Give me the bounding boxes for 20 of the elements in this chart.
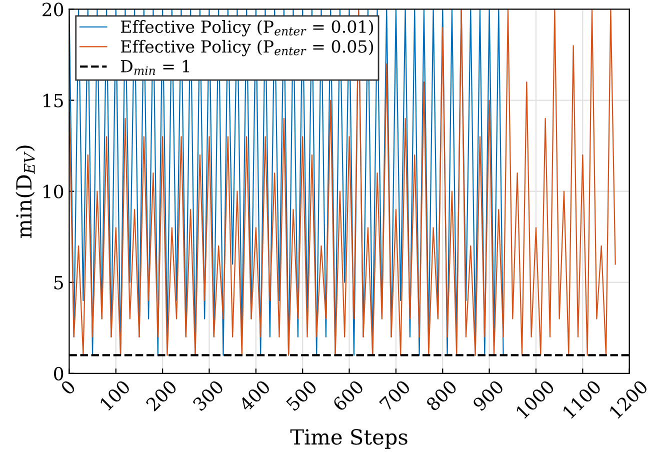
y-axis-title: min(D$_{EV}$): [16, 146, 35, 238]
x-tick-label: 300: [192, 379, 224, 412]
legend-label: Effective Policy (P$_{enter}$ = 0.01): [120, 20, 374, 36]
x-tick-label: 500: [286, 379, 318, 412]
y-tick-label: 5: [54, 276, 63, 290]
y-tick-label: 20: [42, 2, 64, 16]
line-series: [69, 9, 616, 356]
x-tick-label: 600: [332, 379, 364, 412]
x-axis-title: Time Steps: [290, 429, 408, 449]
legend-label: D$_{min}$ = 1: [120, 60, 190, 75]
x-tick-label: 900: [472, 379, 504, 412]
y-tick-label: 15: [44, 94, 63, 108]
x-tick-label: 800: [425, 379, 458, 412]
y-tick-label: 0: [54, 366, 64, 381]
legend-label: Effective Policy (P$_{enter}$ = 0.05): [120, 40, 374, 56]
x-tick-label: 100: [99, 379, 131, 411]
x-tick-label: 700: [378, 379, 411, 412]
x-tick-label: 200: [145, 379, 178, 412]
x-tick-label: 400: [238, 379, 271, 412]
y-tick-label: 10: [44, 184, 64, 198]
